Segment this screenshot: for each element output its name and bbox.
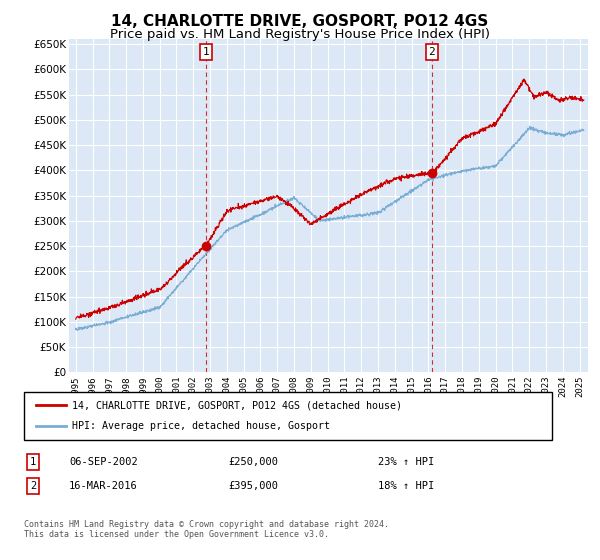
Text: 14, CHARLOTTE DRIVE, GOSPORT, PO12 4GS (detached house): 14, CHARLOTTE DRIVE, GOSPORT, PO12 4GS (…	[72, 400, 402, 410]
Text: 14, CHARLOTTE DRIVE, GOSPORT, PO12 4GS: 14, CHARLOTTE DRIVE, GOSPORT, PO12 4GS	[112, 14, 488, 29]
Text: HPI: Average price, detached house, Gosport: HPI: Average price, detached house, Gosp…	[72, 421, 330, 431]
Text: Contains HM Land Registry data © Crown copyright and database right 2024.
This d: Contains HM Land Registry data © Crown c…	[24, 520, 389, 539]
Text: 06-SEP-2002: 06-SEP-2002	[69, 457, 138, 467]
Text: 16-MAR-2016: 16-MAR-2016	[69, 481, 138, 491]
Text: 1: 1	[203, 47, 209, 57]
Text: £395,000: £395,000	[228, 481, 278, 491]
Text: 2: 2	[30, 481, 36, 491]
Text: 18% ↑ HPI: 18% ↑ HPI	[378, 481, 434, 491]
Text: 23% ↑ HPI: 23% ↑ HPI	[378, 457, 434, 467]
Text: 1: 1	[30, 457, 36, 467]
Text: 2: 2	[428, 47, 436, 57]
Text: Price paid vs. HM Land Registry's House Price Index (HPI): Price paid vs. HM Land Registry's House …	[110, 28, 490, 41]
Text: £250,000: £250,000	[228, 457, 278, 467]
